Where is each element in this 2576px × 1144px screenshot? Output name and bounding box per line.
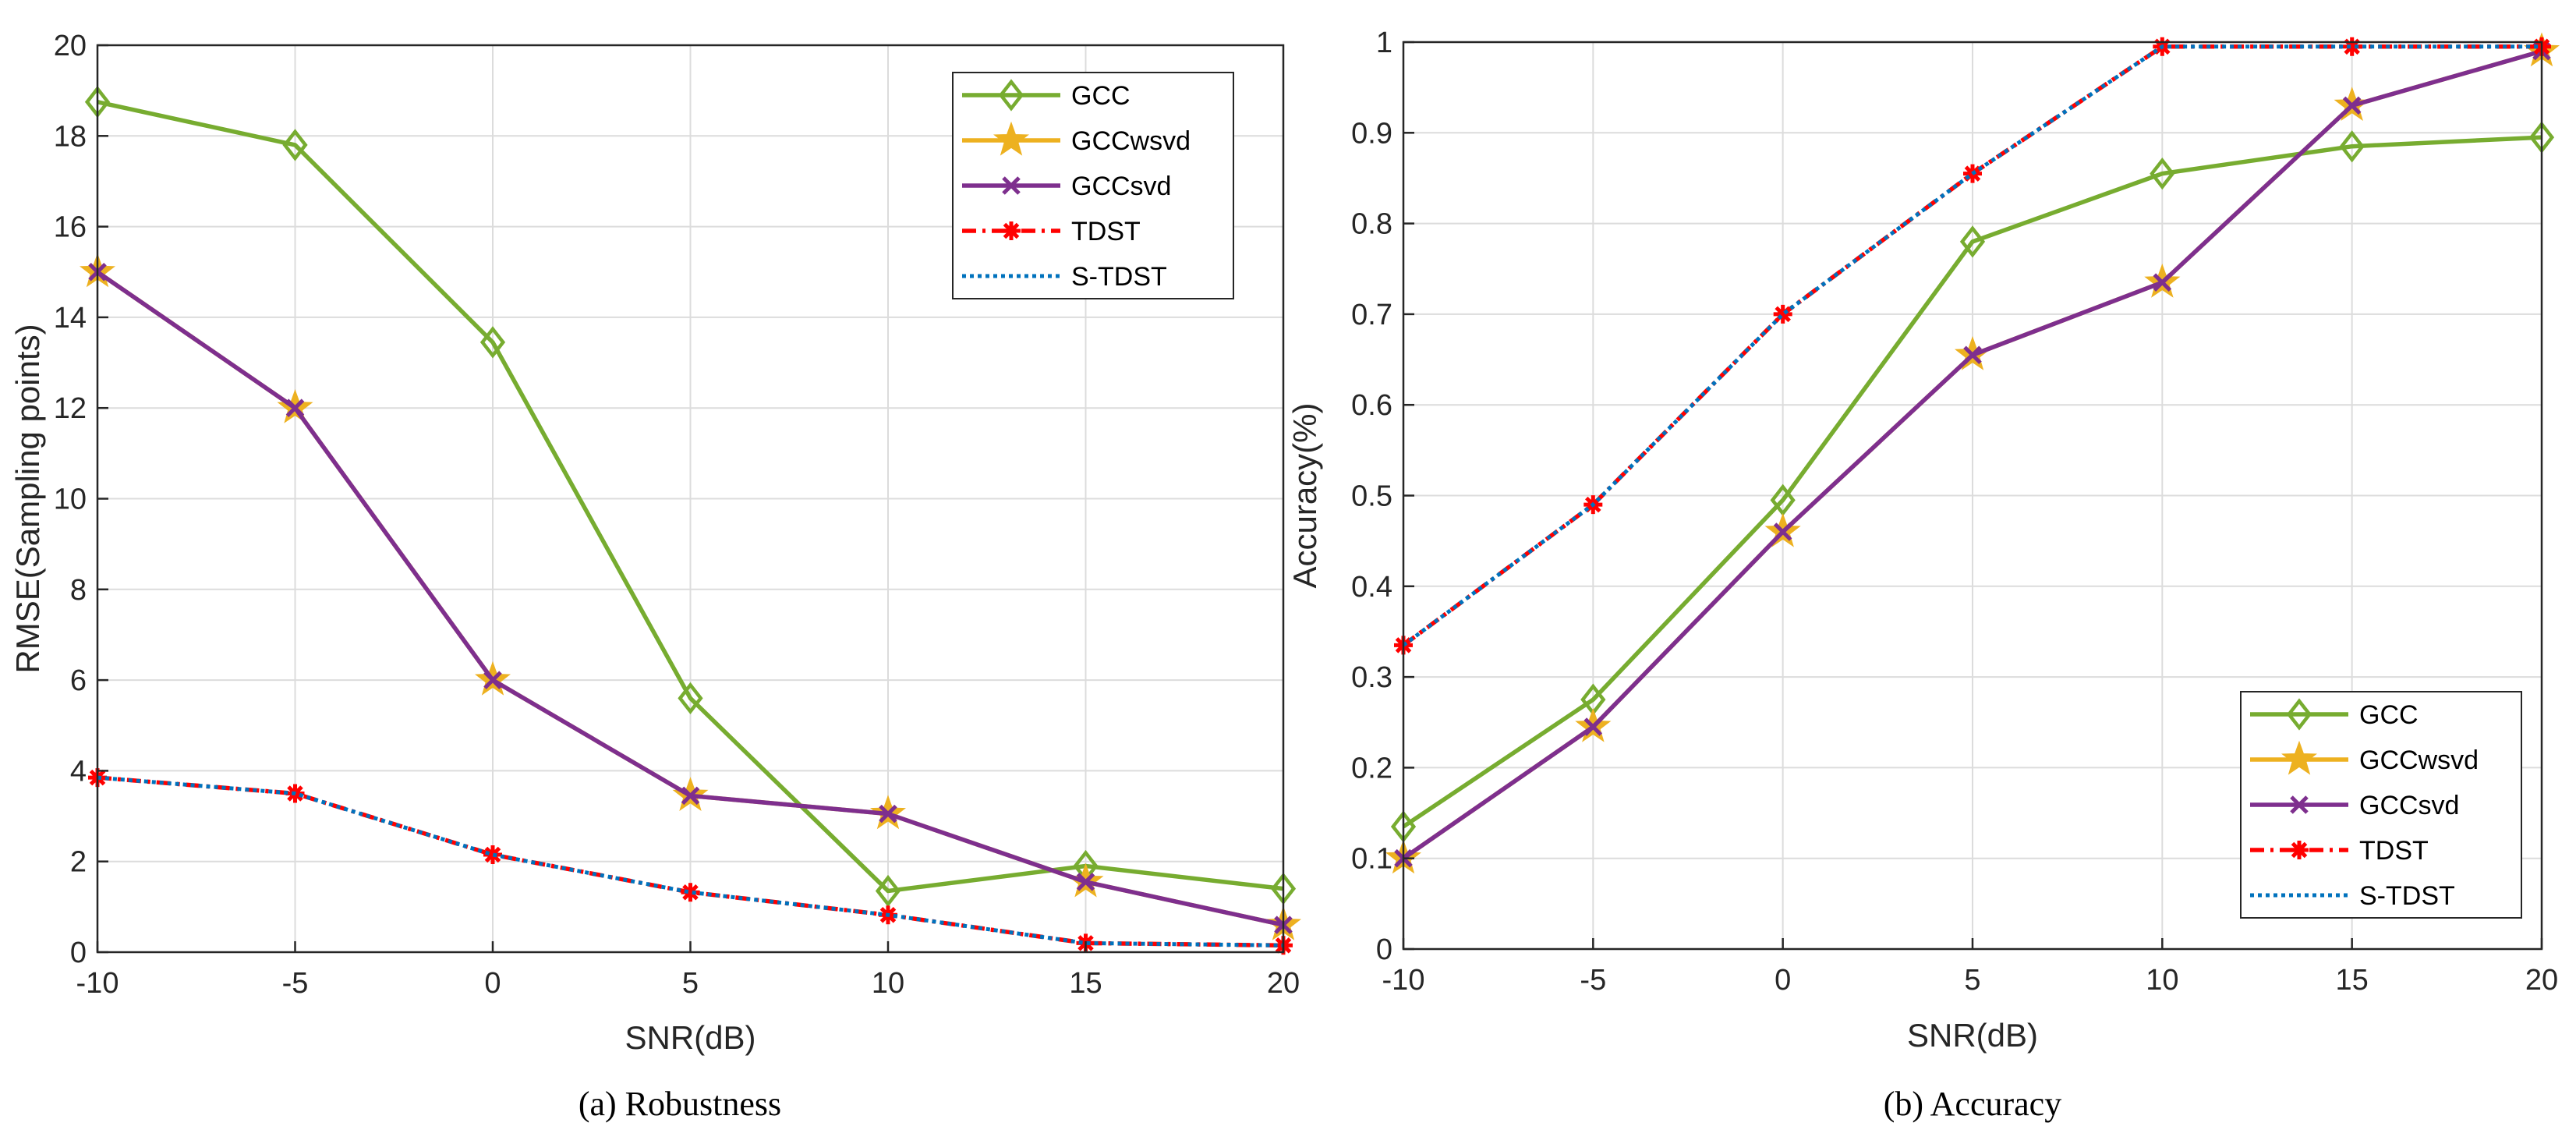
y-tick-label: 18 <box>54 120 87 153</box>
robustness-point-tdst <box>681 883 700 902</box>
robustness-point-gccsvd <box>1076 873 1095 891</box>
accuracy-line-s-tdst <box>1402 44 2542 647</box>
robustness-point-tdst <box>483 845 502 864</box>
x-tick-label: 5 <box>682 967 699 1000</box>
y-tick-label: 0.1 <box>1351 843 1392 876</box>
accuracy-legend-label-gcc: GCC <box>2359 700 2419 730</box>
accuracy-legend-label-gccwsvd: GCCwsvd <box>2359 746 2479 775</box>
accuracy-point-gcc <box>2150 157 2175 190</box>
robustness-point-gccsvd <box>285 398 305 417</box>
accuracy-legend-label-s-tdst: S-TDST <box>2359 881 2455 911</box>
robustness-point-gccsvd <box>681 786 700 806</box>
accuracy-point-gccsvd <box>2153 273 2172 292</box>
accuracy-chart: -10 -5 0 5 10 15 20 0 0.1 0.2 0.3 0.4 0.5 0.6 0.7 0.8 0.… <box>1286 27 2560 1123</box>
robustness-series-s-tdst <box>97 775 1284 947</box>
x-tick-label: 0 <box>484 967 501 1000</box>
robustness-legend-marker-gcc <box>998 79 1024 112</box>
y-tick-label: 1 <box>1376 27 1392 59</box>
y-tick-label: 2 <box>70 846 87 879</box>
accuracy-line-gcc <box>1402 135 2542 829</box>
robustness-y-axis-label: RMSE(Sampling points) <box>9 324 46 673</box>
robustness-legend-label-s-tdst: S-TDST <box>1071 262 1167 292</box>
y-tick-label: 0 <box>1376 933 1392 966</box>
accuracy-caption: (b) Accuracy <box>1884 1085 2061 1123</box>
accuracy-point-gcc <box>2339 130 2365 163</box>
y-tick-label: 8 <box>70 574 87 607</box>
robustness-legend-label-gcc: GCC <box>1071 81 1131 111</box>
x-tick-label: -5 <box>1580 964 1606 997</box>
accuracy-point-gcc <box>1959 225 1986 258</box>
accuracy-legend-marker-gccwsvd <box>2281 740 2317 775</box>
robustness-x-axis-label: SNR(dB) <box>625 1019 755 1056</box>
x-tick-label: -10 <box>1382 964 1425 997</box>
accuracy-legend-marker-tdst <box>2290 841 2309 859</box>
y-tick-label: 12 <box>54 392 87 425</box>
x-tick-label: 15 <box>2336 964 2369 997</box>
x-tick-label: 20 <box>2525 964 2558 997</box>
robustness-point-gcc <box>678 682 703 715</box>
accuracy-legend-marker-gccsvd <box>2290 795 2309 814</box>
accuracy-point-tdst <box>2342 37 2362 56</box>
accuracy-legend: GCC GCCwsvd GCCsvd TDST S-TDST <box>2240 691 2522 919</box>
robustness-caption: (a) Robustness <box>579 1085 781 1123</box>
y-tick-label: 0.2 <box>1351 752 1392 785</box>
x-tick-label: -5 <box>282 967 309 1000</box>
y-tick-label: 0.6 <box>1351 389 1392 422</box>
y-tick-label: 0.3 <box>1351 661 1392 694</box>
robustness-point-gccsvd <box>879 804 897 823</box>
x-tick-label: 10 <box>2146 964 2178 997</box>
robustness-ticks: -10 -5 0 5 10 15 20 0 2 4 6 8 10 12 14 16 18 20 <box>54 30 1300 1000</box>
y-tick-label: 0.5 <box>1351 480 1392 513</box>
robustness-legend-label-gccsvd: GCCsvd <box>1071 172 1171 201</box>
accuracy-legend-label-gccsvd: GCCsvd <box>2359 791 2459 820</box>
robustness-series-layer <box>79 86 1301 955</box>
x-tick-label: 15 <box>1069 967 1102 1000</box>
y-tick-label: 6 <box>70 664 87 697</box>
robustness-point-gcc <box>282 129 308 161</box>
x-tick-label: -10 <box>76 967 119 1000</box>
robustness-chart: -10 -5 0 5 10 15 20 0 2 4 6 8 10 12 14 16 18 20 SNR(dB) R… <box>9 30 1301 1123</box>
accuracy-legend-label-tdst: TDST <box>2359 836 2429 866</box>
accuracy-legend-marker-gcc <box>2286 698 2312 731</box>
y-tick-label: 0.8 <box>1351 208 1392 241</box>
robustness-legend-label-gccwsvd: GCCwsvd <box>1071 126 1191 156</box>
robustness-legend-marker-gccsvd <box>1002 176 1021 195</box>
x-tick-label: 10 <box>872 967 904 1000</box>
y-tick-label: 0.7 <box>1351 299 1392 331</box>
robustness-point-gccsvd <box>483 671 502 689</box>
accuracy-point-gccsvd <box>1773 522 1792 541</box>
accuracy-y-axis-label: Accuracy(%) <box>1286 402 1323 588</box>
robustness-legend: GCC GCCwsvd GCCsvd TDST S-TDST <box>952 72 1234 299</box>
y-tick-label: 0.9 <box>1351 117 1392 150</box>
y-tick-label: 4 <box>70 755 87 788</box>
robustness-legend-marker-gccwsvd <box>993 121 1029 156</box>
accuracy-ticks: -10 -5 0 5 10 15 20 0 0.1 0.2 0.3 0.4 0.5 0.6 0.7 0.8 0.… <box>1351 27 2558 997</box>
y-tick-label: 16 <box>54 211 87 244</box>
x-tick-label: 20 <box>1267 967 1300 1000</box>
robustness-legend-label-tdst: TDST <box>1071 217 1141 246</box>
accuracy-point-gccsvd <box>1583 717 1603 736</box>
y-tick-label: 0.4 <box>1351 571 1392 604</box>
robustness-line-s-tdst <box>97 775 1284 947</box>
x-tick-label: 0 <box>1775 964 1791 997</box>
accuracy-point-gccsvd <box>1963 345 1982 365</box>
y-tick-label: 0 <box>70 937 87 969</box>
y-tick-label: 14 <box>54 302 87 335</box>
robustness-legend-marker-tdst <box>1002 221 1021 240</box>
accuracy-series-s-tdst <box>1402 44 2542 647</box>
accuracy-x-axis-label: SNR(dB) <box>1907 1017 2038 1054</box>
accuracy-point-gccsvd <box>2342 96 2362 115</box>
robustness-point-gcc <box>875 874 901 908</box>
x-tick-label: 5 <box>1964 964 1980 997</box>
accuracy-point-tdst <box>1773 304 1792 324</box>
y-tick-label: 20 <box>54 30 87 62</box>
y-tick-label: 10 <box>54 483 87 516</box>
robustness-point-gcc <box>479 326 506 359</box>
